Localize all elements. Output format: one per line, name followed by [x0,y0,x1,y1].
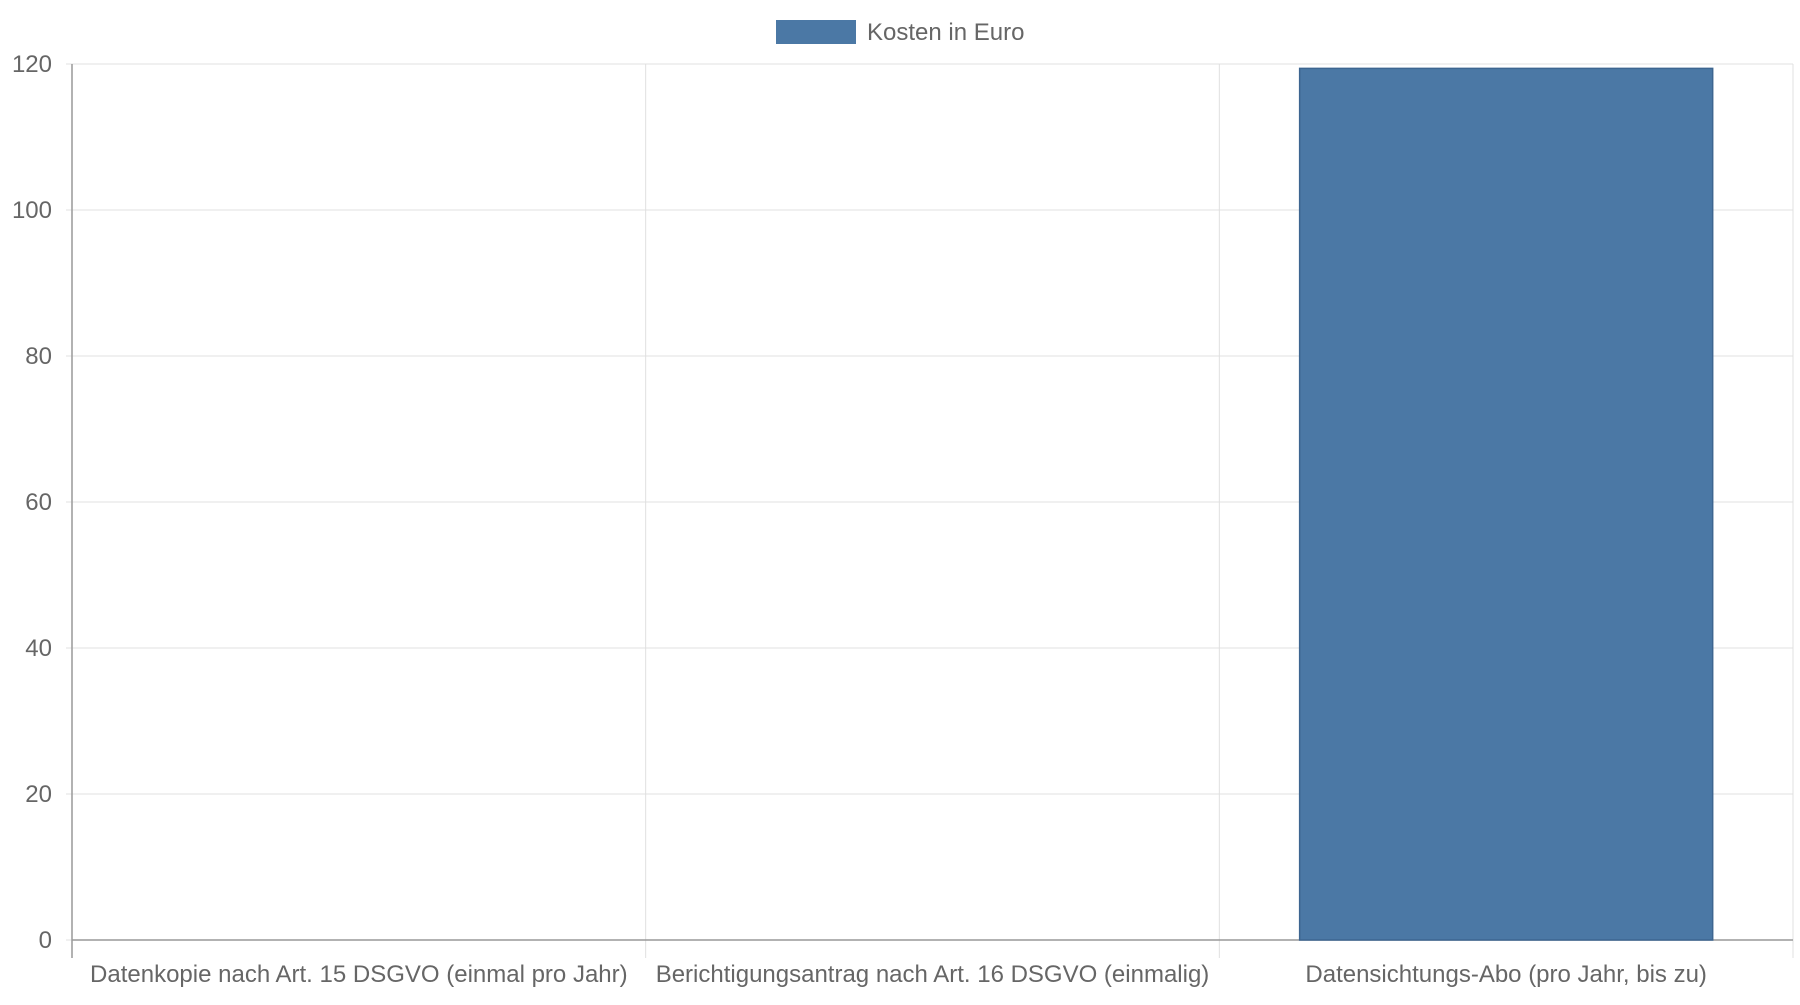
grid [72,63,1794,958]
legend[interactable]: Kosten in Euro [776,19,1024,46]
y-tick-label: 100 [12,197,52,224]
x-tick-label: Berichtigungsantrag nach Art. 16 DSGVO (… [656,961,1210,988]
bar [1298,67,1714,941]
bars [1298,67,1714,941]
x-tick-label: Datenkopie nach Art. 15 DSGVO (einmal pr… [90,961,628,988]
x-tick-label: Datensichtungs-Abo (pro Jahr, bis zu) [1305,961,1707,988]
legend-label: Kosten in Euro [867,19,1024,46]
legend-swatch [776,20,856,44]
y-tick-label: 120 [12,51,52,78]
y-tick-label: 60 [25,489,52,516]
y-tick-label: 20 [25,781,52,808]
y-tick-label: 0 [39,927,52,954]
y-tick-label: 80 [25,343,52,370]
y-tick-label: 40 [25,635,52,662]
labels: 0 20 40 60 80 100 120 Datenkopie nach Art. 15 D… [12,51,1707,988]
